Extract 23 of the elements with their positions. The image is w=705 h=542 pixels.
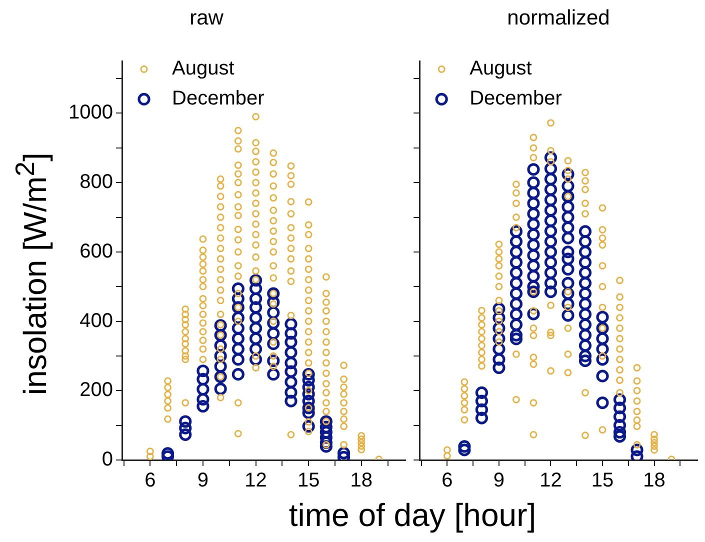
y-tick-label: 400: [80, 310, 113, 332]
legend-label: December: [470, 88, 562, 110]
x-tick-label: 12: [540, 470, 562, 492]
legend-label: August: [470, 58, 532, 80]
chart-title: raw: [190, 6, 224, 30]
x-tick-label: 15: [591, 470, 614, 492]
x-tick-label: 18: [350, 470, 373, 492]
x-tick-label: 15: [297, 470, 320, 492]
x-axis-title: time of day [hour]: [288, 497, 538, 534]
y-tick-label: 0: [102, 448, 113, 471]
y-tick-label: 600: [80, 240, 113, 262]
y-tick-label: 800: [80, 171, 113, 194]
chart-title: normalized: [507, 6, 610, 30]
legend-label: August: [172, 58, 235, 80]
legend-label: December: [172, 88, 265, 110]
y-tick-label: 1000: [68, 102, 113, 124]
x-tick-label: 18: [643, 470, 666, 492]
y-tick-label: 200: [80, 379, 113, 402]
x-tick-label: 6: [442, 470, 453, 492]
x-tick-label: 12: [244, 470, 267, 492]
x-tick-label: 6: [144, 470, 156, 492]
x-tick-label: 9: [197, 470, 209, 492]
x-tick-label: 9: [493, 470, 505, 492]
